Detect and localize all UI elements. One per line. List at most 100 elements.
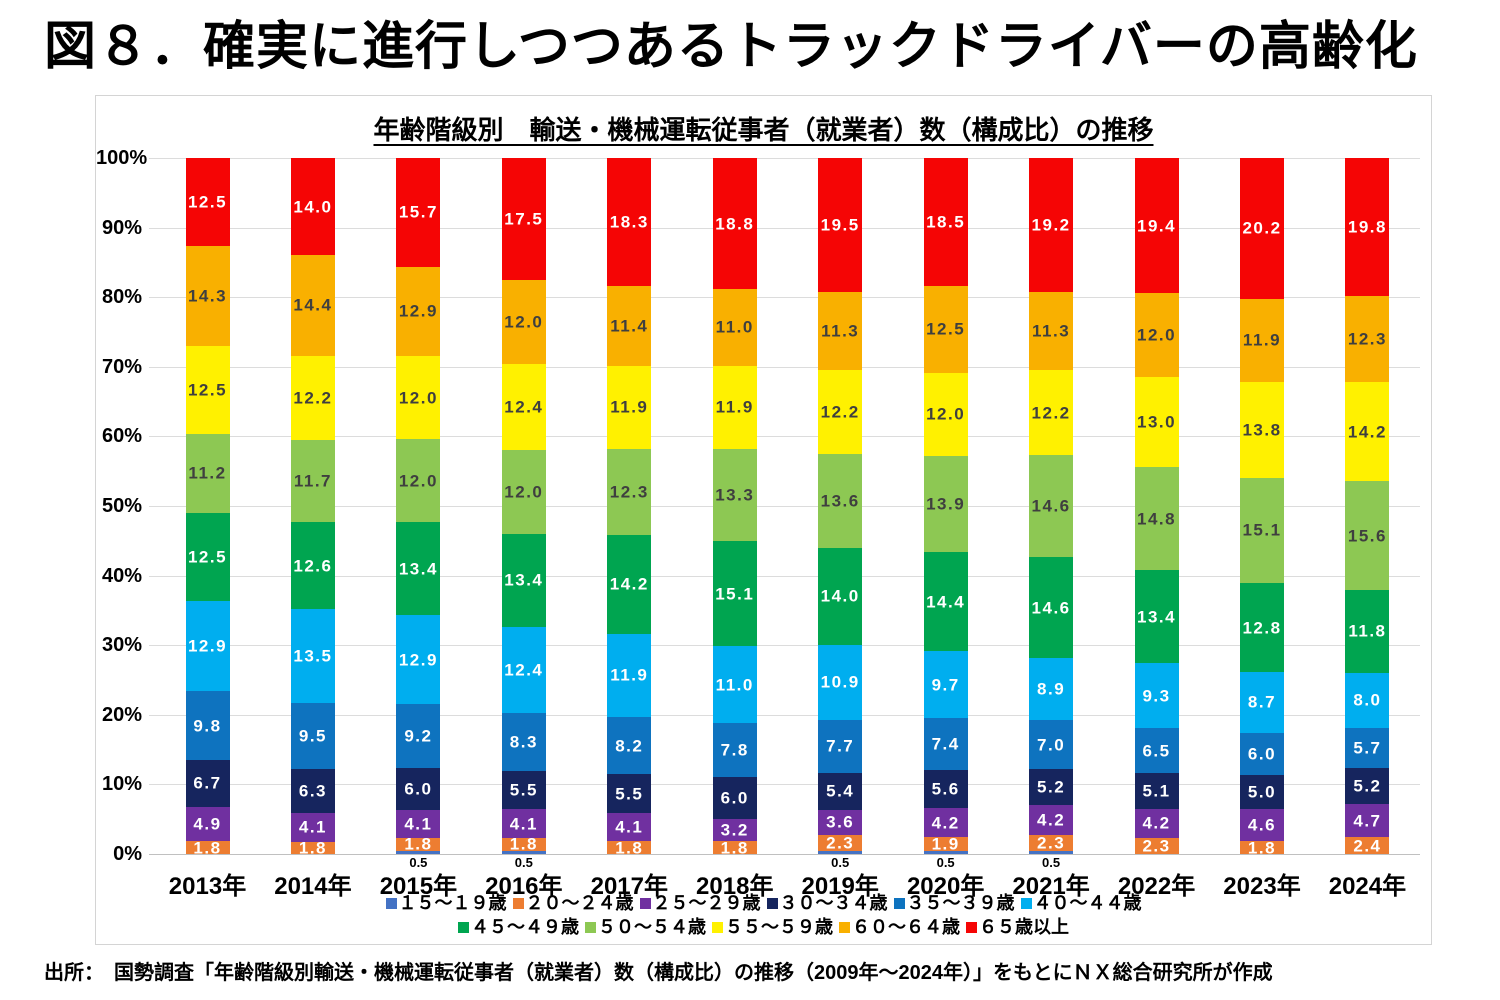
bar-segment-５５～５９歳: 13.8 (1240, 381, 1284, 478)
below-axis-small-value-label: 0.5 (514, 855, 533, 870)
bar-segment-６５歳以上: 12.5 (185, 158, 230, 246)
segment-value-label: 14.4 (293, 295, 333, 315)
bar-segment-４５～４９歳: 14.4 (923, 551, 968, 652)
bar-segment-３０～３４歳: 5.0 (1240, 774, 1284, 810)
bar-2024年: 2.4 4.7 5.2 5.7 8.0 11.8 15.6 14.2 12.3 19.8 (1345, 158, 1390, 854)
x-axis-year-label: 2020年 (906, 873, 985, 900)
segment-value-label: 4.1 (298, 817, 327, 837)
segment-value-label: 13.5 (293, 646, 333, 666)
bar-segment-５５～５９歳: 11.9 (607, 365, 652, 449)
bar-segment-４５～４９歳: 14.2 (607, 534, 652, 634)
legend-swatch (458, 921, 469, 933)
segment-value-label: 19.4 (1137, 216, 1177, 236)
bar-segment-５０～５４歳: 12.3 (607, 448, 652, 535)
bar-segment-２５～２９歳: 4.1 (501, 809, 546, 838)
x-axis-year-label: 2016年 (485, 873, 563, 900)
segment-value-label: 10.9 (820, 672, 860, 692)
bar-segment-５０～５４歳: 14.8 (1134, 467, 1179, 571)
gridline-90% (149, 227, 1420, 229)
bar-segment-６５歳以上: 19.4 (1134, 158, 1179, 294)
segment-value-label: 13.4 (504, 570, 544, 590)
legend-swatch (766, 897, 778, 909)
segment-value-label: 4.6 (1247, 815, 1277, 835)
bar-segment-３５～３９歳: 7.4 (923, 718, 968, 770)
bar-segment-６０～６４歳: 11.0 (712, 289, 757, 366)
segment-value-label: 4.7 (1353, 811, 1382, 831)
x-axis-year-label: 2015年 (379, 873, 458, 900)
segment-value-label: 14.3 (187, 286, 228, 306)
gridline-70% (149, 366, 1420, 368)
bar-segment-１５～１９歳 (923, 850, 968, 854)
bar-segment-６５歳以上: 18.3 (607, 158, 652, 286)
segment-value-label: 6.3 (298, 781, 327, 801)
legend-item-２５～２９歳: ２５～２９歳 (639, 892, 761, 914)
segment-value-label: 3.6 (826, 812, 855, 832)
y-axis-tick-label: 40% (101, 564, 142, 587)
bar-segment-５５～５９歳: 11.9 (712, 365, 757, 449)
segment-value-label: 8.9 (1037, 679, 1066, 699)
bar-segment-３０～３４歳: 5.1 (1134, 773, 1179, 809)
bar-segment-４０～４４歳: 12.9 (185, 600, 230, 692)
bar-segment-２５～２９歳: 4.6 (1240, 809, 1284, 842)
segment-value-label: 13.3 (715, 485, 755, 505)
legend-item-５０～５４歳: ５０～５４歳 (585, 916, 706, 938)
x-axis-year-label: 2019年 (801, 873, 879, 900)
legend-label: １５～１９歳 (398, 893, 507, 913)
bar-segment-３５～３９歳: 9.8 (185, 691, 230, 760)
bar-segment-５０～５４歳: 11.2 (185, 434, 230, 513)
bar-segment-６５歳以上: 19.2 (1029, 158, 1074, 292)
bar-segment-３５～３９歳: 7.8 (712, 723, 757, 778)
legend-swatch (585, 921, 596, 933)
bar-segment-５５～５９歳: 12.2 (818, 370, 863, 455)
legend-swatch (712, 921, 723, 933)
y-axis-tick-label: 70% (101, 355, 142, 378)
bar-segment-６０～６４歳: 12.5 (923, 286, 968, 373)
segment-value-label: 1.8 (720, 838, 749, 858)
gridline-80% (149, 297, 1420, 299)
gridline-0% (149, 854, 1420, 855)
bar-segment-２５～２９歳: 4.2 (923, 808, 968, 838)
bar-segment-５５～５９歳: 13.0 (1134, 376, 1179, 468)
legend-item-３５～３９歳: ３５～３９歳 (893, 892, 1015, 914)
segment-value-label: 5.6 (931, 779, 960, 799)
segment-value-label: 5.1 (1142, 781, 1171, 801)
bar-segment-５５～５９歳: 12.4 (501, 363, 546, 450)
legend-swatch (839, 921, 850, 933)
bar-segment-４５～４９歳: 14.6 (1029, 556, 1074, 659)
bar-segment-３５～３９歳: 5.7 (1345, 728, 1390, 769)
segment-value-label: 12.5 (187, 380, 228, 400)
x-axis-year-label: 2017年 (590, 873, 668, 900)
segment-value-label: 12.3 (609, 482, 649, 502)
bar-segment-５０～５４歳: 13.6 (818, 454, 863, 549)
segment-value-label: 11.8 (1348, 621, 1387, 641)
segment-value-label: 12.0 (926, 404, 966, 424)
legend-item-２０～２４歳: ２０～２４歳 (512, 892, 634, 914)
bar-segment-２０～２４歳: 1.8 (712, 838, 757, 858)
below-axis-small-value-label: 0.5 (936, 855, 955, 870)
segment-value-label: 12.5 (926, 319, 966, 339)
bar-segment-６５歳以上: 15.7 (396, 158, 441, 267)
y-axis-tick-label: 60% (101, 425, 142, 448)
bar-segment-５５～５９歳: 14.2 (1345, 382, 1390, 482)
bar-2023年: 1.8 4.6 5.0 6.0 8.7 12.8 15.1 13.8 11.9 20.2 (1240, 158, 1284, 856)
bar-2022年: 2.3 4.2 5.1 6.5 9.3 13.4 14.8 13.0 12.0 19.4 (1134, 158, 1179, 855)
bar-segment-２５～２９歳: 4.1 (607, 812, 652, 842)
bar-segment-５５～５９歳: 12.0 (923, 372, 968, 456)
segment-value-label: 1.8 (298, 838, 327, 858)
below-axis-small-value-label: 0.5 (409, 855, 428, 870)
bar-segment-３０～３４歳: 5.2 (1029, 769, 1074, 806)
bar-segment-６５歳以上: 18.8 (712, 158, 757, 290)
chart-area: 年齢階級別 輸送・機械運転従事者（就業者）数（構成比）の推移 0% 10% 20% 3… (95, 95, 1432, 945)
y-axis-tick-label: 20% (101, 703, 142, 726)
segment-value-label: 6.0 (720, 788, 749, 808)
segment-value-label: 8.3 (509, 732, 538, 752)
bar-segment-２０～２４歳: 2.3 (1029, 834, 1074, 851)
bar-segment-５０～５４歳: 15.1 (1240, 477, 1284, 584)
legend-label: ５０～５４歳 (598, 917, 706, 937)
segment-value-label: 13.4 (1137, 607, 1177, 627)
bar-segment-６０～６４歳: 14.4 (290, 255, 335, 356)
bar-segment-２０～２４歳: 1.8 (396, 836, 441, 853)
segment-value-label: 5.2 (1037, 777, 1066, 797)
segment-value-label: 12.0 (1137, 325, 1177, 345)
segment-value-label: 12.5 (187, 192, 228, 212)
